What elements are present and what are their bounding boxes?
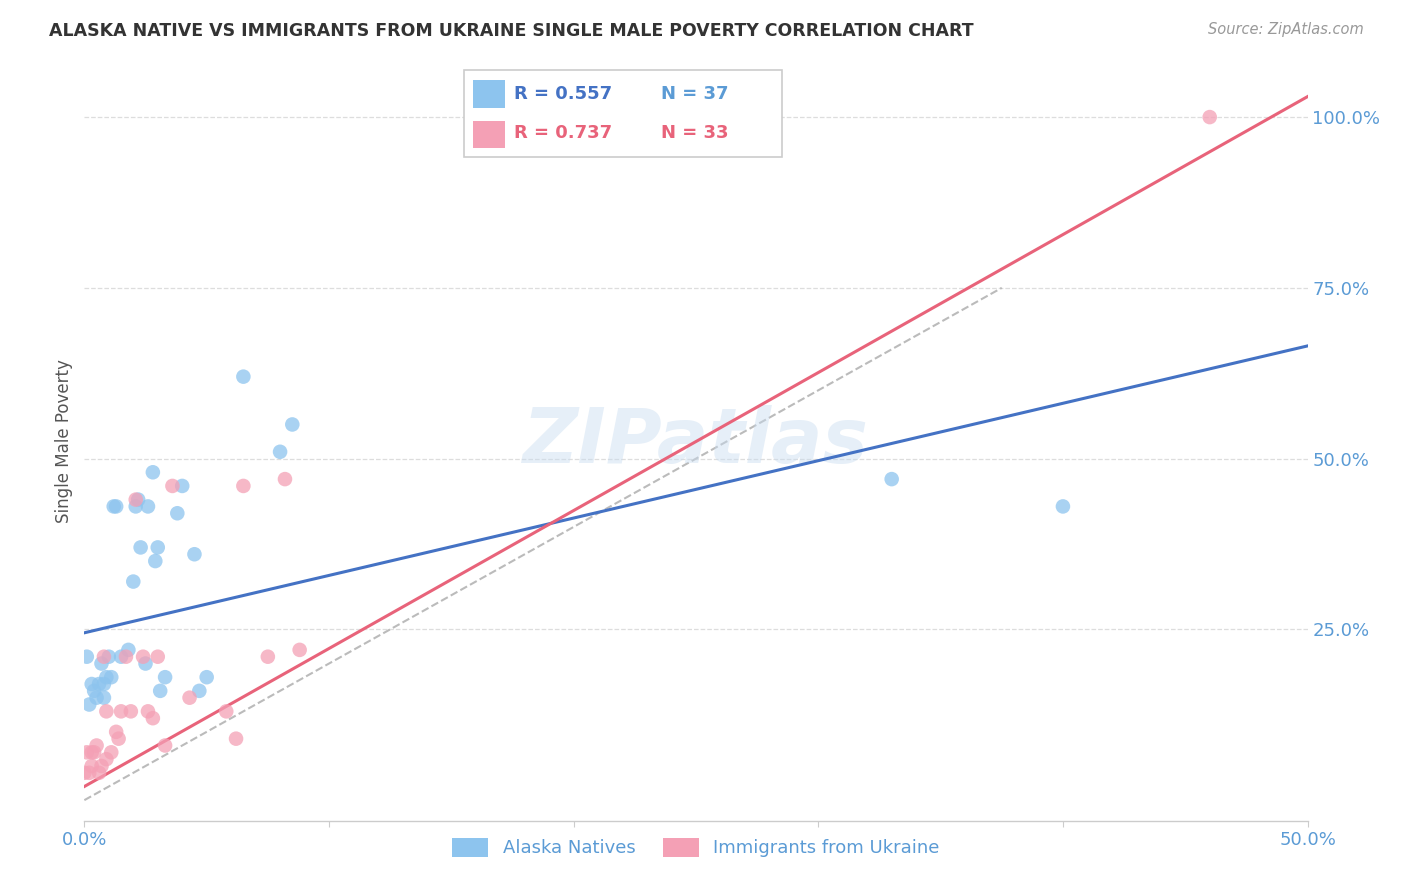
Point xyxy=(96,752,118,766)
Point xyxy=(127,492,149,507)
Point xyxy=(166,506,188,520)
Point xyxy=(117,643,139,657)
Point xyxy=(105,500,128,514)
Point xyxy=(142,711,165,725)
Point xyxy=(274,472,297,486)
Point xyxy=(76,745,98,759)
Point xyxy=(86,690,108,705)
Point xyxy=(142,465,165,479)
Point xyxy=(110,704,132,718)
Point xyxy=(1198,110,1220,124)
Text: Source: ZipAtlas.com: Source: ZipAtlas.com xyxy=(1208,22,1364,37)
Point xyxy=(288,643,311,657)
Point xyxy=(179,690,201,705)
Point xyxy=(281,417,304,432)
Point xyxy=(80,745,103,759)
Point xyxy=(232,479,254,493)
Point xyxy=(96,670,118,684)
Point xyxy=(105,724,128,739)
Point xyxy=(103,500,125,514)
Point xyxy=(77,698,100,712)
Point xyxy=(107,731,129,746)
Point xyxy=(153,739,176,753)
Point xyxy=(87,765,110,780)
Point xyxy=(125,492,148,507)
Point xyxy=(110,649,132,664)
Point xyxy=(115,649,138,664)
Point xyxy=(1052,500,1074,514)
Point xyxy=(100,670,122,684)
Point xyxy=(87,677,110,691)
Y-axis label: Single Male Poverty: Single Male Poverty xyxy=(55,359,73,524)
Point xyxy=(80,759,103,773)
Point xyxy=(215,704,238,718)
Point xyxy=(146,649,169,664)
Point xyxy=(225,731,247,746)
Point xyxy=(162,479,184,493)
Point xyxy=(125,500,148,514)
Point xyxy=(232,369,254,384)
Point xyxy=(100,745,122,759)
Point xyxy=(269,444,291,458)
Point xyxy=(146,541,169,555)
Point xyxy=(90,657,112,671)
Text: ZIPatlas: ZIPatlas xyxy=(523,405,869,478)
Point xyxy=(83,684,105,698)
Point xyxy=(880,472,903,486)
Point xyxy=(73,765,96,780)
Point xyxy=(93,677,115,691)
Point xyxy=(120,704,142,718)
Point xyxy=(76,649,98,664)
Point xyxy=(96,704,118,718)
Point xyxy=(153,670,176,684)
Point xyxy=(183,547,205,561)
Point xyxy=(143,554,166,568)
Point xyxy=(80,677,103,691)
Point xyxy=(77,765,100,780)
Point xyxy=(149,684,172,698)
Point xyxy=(195,670,218,684)
Point xyxy=(172,479,194,493)
Point xyxy=(83,745,105,759)
Point xyxy=(132,649,155,664)
Point xyxy=(86,739,108,753)
Point xyxy=(129,541,152,555)
Point xyxy=(136,704,159,718)
Point xyxy=(136,500,159,514)
Text: ALASKA NATIVE VS IMMIGRANTS FROM UKRAINE SINGLE MALE POVERTY CORRELATION CHART: ALASKA NATIVE VS IMMIGRANTS FROM UKRAINE… xyxy=(49,22,974,40)
Point xyxy=(97,649,120,664)
Legend: Alaska Natives, Immigrants from Ukraine: Alaska Natives, Immigrants from Ukraine xyxy=(446,830,946,864)
Point xyxy=(257,649,280,664)
Point xyxy=(93,690,115,705)
Point xyxy=(90,759,112,773)
Point xyxy=(188,684,211,698)
Point xyxy=(93,649,115,664)
Point xyxy=(122,574,145,589)
Point xyxy=(135,657,157,671)
